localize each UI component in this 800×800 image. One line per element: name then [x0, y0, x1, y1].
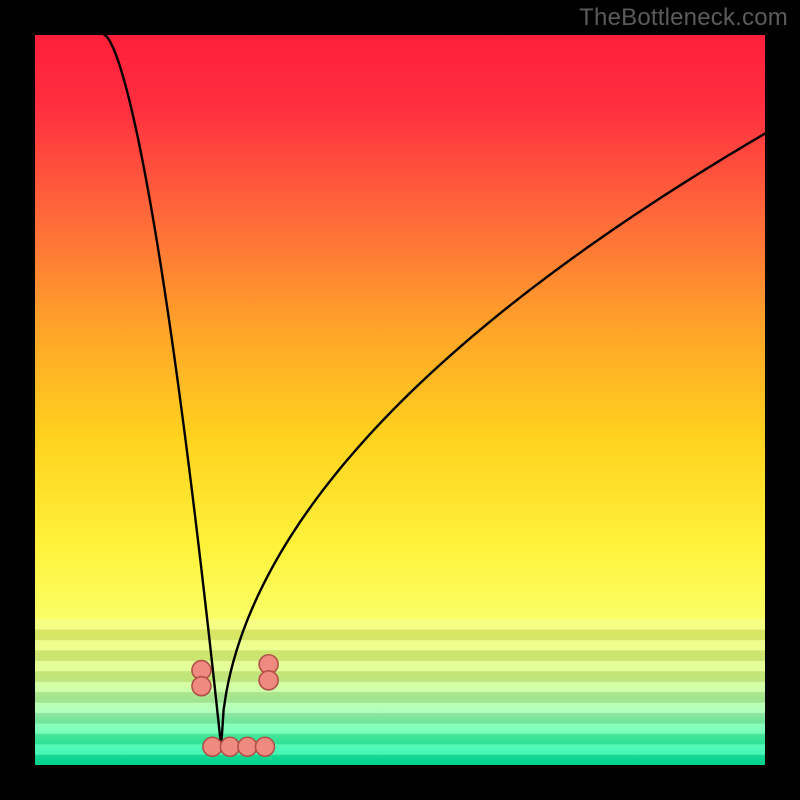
chart-svg [0, 0, 800, 800]
chart-stage: TheBottleneck.com [0, 0, 800, 800]
watermark-text: TheBottleneck.com [579, 4, 788, 32]
